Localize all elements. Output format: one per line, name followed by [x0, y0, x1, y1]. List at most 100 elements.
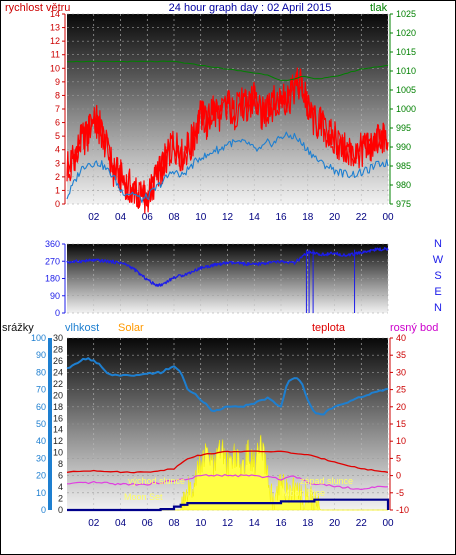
wind-tick-label: 1 [55, 185, 60, 195]
pressure-line [67, 60, 389, 81]
solar-tick-label: 8 [58, 459, 63, 469]
x-tick-label: 16 [275, 518, 287, 529]
solar-tick-label: 12 [53, 436, 63, 446]
rain-tick-label: 20 [36, 471, 46, 481]
pressure-tick-label: 1015 [396, 47, 416, 57]
solar-tick-label: 28 [53, 344, 63, 354]
direction-tick-label: 90 [50, 291, 60, 301]
pressure-axis-label: tlak [370, 2, 388, 14]
solar-tick-label: 24 [53, 367, 63, 377]
solar-tick-label: 2 [58, 494, 63, 504]
x-tick-label: 10 [195, 212, 207, 223]
pressure-tick-label: 985 [396, 161, 411, 171]
temperature-tick-label: 20 [396, 402, 406, 412]
wind-tick-label: 2 [55, 172, 60, 182]
solar-tick-label: 18 [53, 402, 63, 412]
x-tick-label: 00 [382, 518, 394, 529]
compass-label: S [434, 270, 441, 282]
temperature-tick-label: 0 [396, 471, 401, 481]
compass-label: W [433, 254, 444, 266]
temperature-tick-label: 40 [396, 333, 406, 343]
solar-tick-label: 6 [58, 471, 63, 481]
rain-tick-label: 0 [41, 505, 46, 515]
pressure-tick-label: 990 [396, 142, 411, 152]
rain-line [67, 498, 390, 512]
temperature-tick-label: 25 [396, 385, 406, 395]
x-tick-label: 22 [356, 212, 368, 223]
rain-tick-label: 100 [31, 333, 46, 343]
solar-tick-label: 20 [53, 390, 63, 400]
x-tick-label: 04 [115, 212, 127, 223]
x-tick-label: 20 [329, 518, 341, 529]
temperature-tick-label: -10 [396, 505, 409, 515]
solar-tick-label: 4 [58, 482, 63, 492]
sunrise-annotation: východ slunce [128, 476, 185, 486]
x-tick-label: 18 [302, 212, 314, 223]
pressure-tick-label: 1010 [396, 66, 416, 76]
wind-tick-label: 8 [55, 90, 60, 100]
temperature-tick-label: 15 [396, 419, 406, 429]
sunset-annotation: západ slunce [300, 476, 353, 486]
solar-tick-label: 0 [58, 505, 63, 515]
wind-tick-label: 6 [55, 118, 60, 128]
rain-tick-label: 50 [36, 419, 46, 429]
wind-tick-label: 5 [55, 131, 60, 141]
direction-tick-label: 270 [45, 256, 60, 266]
rain-axis-label: srážky [2, 322, 34, 334]
pressure-tick-label: 1005 [396, 85, 416, 95]
rain-tick-label: 60 [36, 402, 46, 412]
direction-tick-label: 180 [45, 274, 60, 284]
pressure-tick-label: 1020 [396, 28, 416, 38]
dewpoint-line [67, 474, 389, 491]
moonrise-annotation: Moon Rise [282, 488, 325, 498]
x-tick-label: 14 [249, 212, 261, 223]
x-tick-label: 06 [142, 212, 154, 223]
wind-tick-label: 9 [55, 77, 60, 87]
temperature-tick-label: 30 [396, 367, 406, 377]
x-tick-label: 18 [302, 518, 314, 529]
compass-label: E [434, 286, 441, 298]
temperature-tick-label: -5 [396, 488, 404, 498]
wind-direction-line [66, 246, 389, 287]
x-tick-label: 08 [168, 518, 180, 529]
solar-tick-label: 22 [53, 379, 63, 389]
rain-tick-label: 40 [36, 436, 46, 446]
solar-tick-label: 10 [53, 448, 63, 458]
solar-tick-label: 16 [53, 413, 63, 423]
wind-tick-label: 7 [55, 104, 60, 114]
wind-tick-label: 10 [50, 63, 60, 73]
wind-tick-label: 13 [50, 23, 60, 33]
solar-tick-label: 26 [53, 356, 63, 366]
humidity-line [66, 357, 389, 416]
x-tick-label: 22 [356, 518, 368, 529]
pressure-tick-label: 995 [396, 123, 411, 133]
rain-tick-label: 10 [36, 488, 46, 498]
x-tick-label: 12 [222, 212, 234, 223]
solar-tick-label: 14 [53, 425, 63, 435]
x-tick-label: 20 [329, 212, 341, 223]
pressure-tick-label: 1000 [396, 104, 416, 114]
dewpoint-axis-label: rosný bod [390, 322, 438, 334]
wind-tick-label: 3 [55, 158, 60, 168]
temperature-tick-label: 35 [396, 350, 406, 360]
x-tick-label: 04 [115, 518, 127, 529]
x-tick-label: 08 [168, 212, 180, 223]
rain-tick-label: 70 [36, 385, 46, 395]
pressure-tick-label: 980 [396, 180, 411, 190]
compass-label: N [434, 302, 442, 314]
x-tick-label: 12 [222, 518, 234, 529]
temperature-tick-label: 10 [396, 436, 406, 446]
rain-tick-label: 90 [36, 350, 46, 360]
solar-axis-label: Solar [118, 322, 144, 334]
x-tick-label: 02 [88, 518, 100, 529]
temperature-line [66, 450, 389, 474]
x-tick-label: 02 [88, 212, 100, 223]
pressure-tick-label: 975 [396, 199, 411, 209]
x-tick-label: 16 [275, 212, 287, 223]
rain-tick-label: 30 [36, 453, 46, 463]
wind-tick-label: 14 [50, 9, 60, 19]
x-tick-label: 06 [142, 518, 154, 529]
direction-tick-label: 0 [55, 308, 60, 318]
wind-tick-label: 11 [51, 50, 60, 60]
